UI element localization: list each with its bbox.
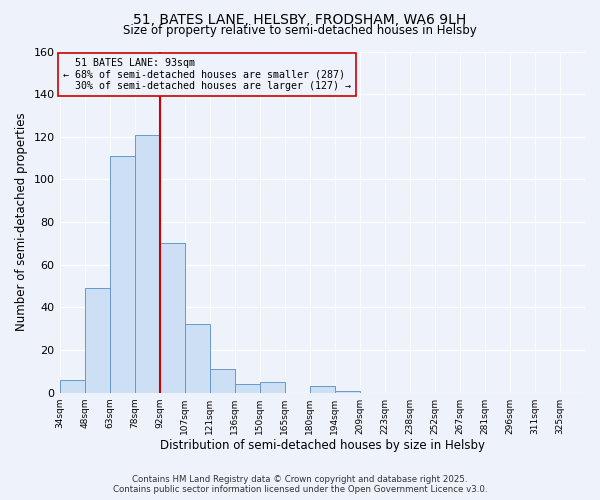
- Y-axis label: Number of semi-detached properties: Number of semi-detached properties: [15, 113, 28, 332]
- Bar: [260, 382, 285, 392]
- Text: Contains HM Land Registry data © Crown copyright and database right 2025.
Contai: Contains HM Land Registry data © Crown c…: [113, 474, 487, 494]
- Bar: [335, 390, 360, 392]
- Text: Size of property relative to semi-detached houses in Helsby: Size of property relative to semi-detach…: [123, 24, 477, 37]
- Text: 51, BATES LANE, HELSBY, FRODSHAM, WA6 9LH: 51, BATES LANE, HELSBY, FRODSHAM, WA6 9L…: [133, 12, 467, 26]
- Bar: [160, 244, 185, 392]
- Bar: [209, 370, 235, 392]
- Text: 51 BATES LANE: 93sqm
← 68% of semi-detached houses are smaller (287)
  30% of se: 51 BATES LANE: 93sqm ← 68% of semi-detac…: [63, 58, 351, 91]
- Bar: [134, 134, 160, 392]
- Bar: [110, 156, 134, 392]
- Bar: [59, 380, 85, 392]
- Bar: [185, 324, 209, 392]
- Bar: [235, 384, 260, 392]
- Bar: [310, 386, 335, 392]
- Bar: [85, 288, 110, 393]
- X-axis label: Distribution of semi-detached houses by size in Helsby: Distribution of semi-detached houses by …: [160, 440, 485, 452]
